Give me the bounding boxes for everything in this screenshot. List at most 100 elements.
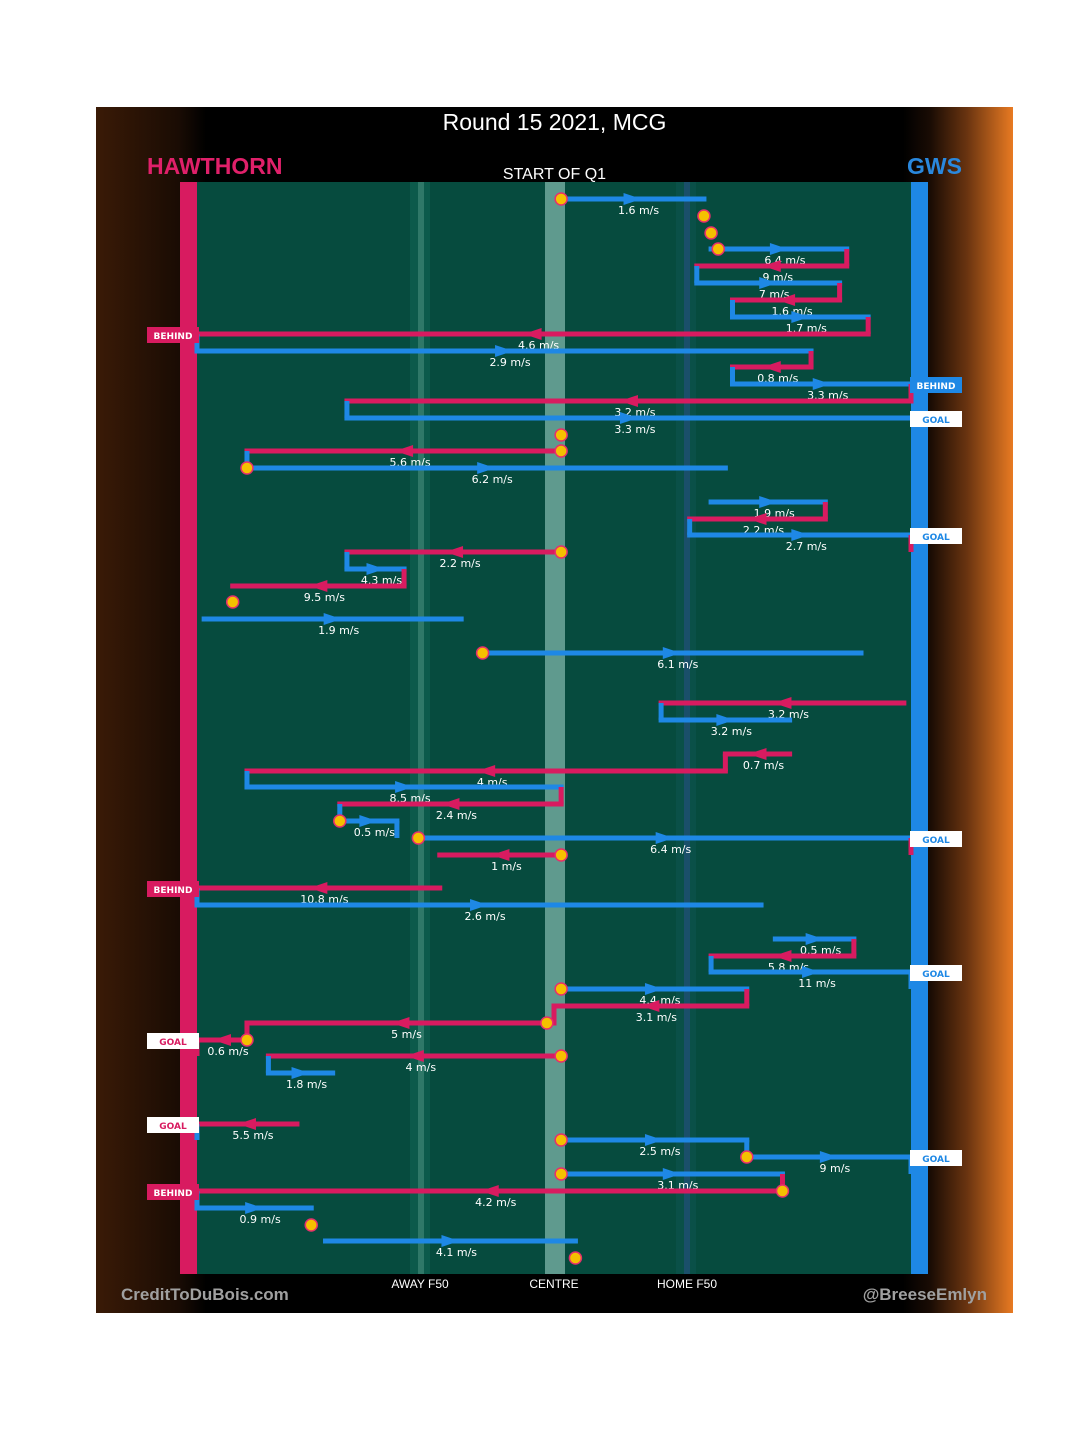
marker-box [147, 1184, 199, 1200]
score-markers: BEHIND GOAL GOAL GOAL GOAL GOAL BEHIND BEHIND GO… [147, 327, 962, 1200]
marker-label: GOAL [922, 836, 950, 846]
marker-box [910, 411, 962, 427]
chain-arrow [748, 513, 767, 525]
stoppage-dot-17 [554, 1133, 568, 1147]
away-f50-label: AWAY F50 [391, 1277, 449, 1291]
chain-arrow [759, 277, 778, 289]
chain-home-19: 9.5 m/s [230, 580, 407, 604]
marker-box [147, 1117, 199, 1133]
chain-away-44: 9 m/s [744, 1151, 914, 1175]
chain-arrow [366, 563, 385, 575]
chain-home-24: 0.7 m/s [722, 748, 793, 772]
chain-arrow [237, 1118, 256, 1130]
marker-label: GOAL [159, 1038, 187, 1048]
chain-arrow [405, 1050, 424, 1062]
chain-home-40: 4 m/s [265, 1050, 564, 1074]
home-team-label: HAWTHORN [147, 153, 283, 179]
credit-left: CreditToDuBois.com [121, 1285, 289, 1304]
speed-label: 4.1 m/s [436, 1246, 477, 1259]
chain-arrow [445, 546, 464, 558]
chain-arrow [523, 328, 542, 340]
stoppage-dot-2 [704, 226, 718, 240]
stoppage-dot-14 [540, 1016, 554, 1030]
chain-arrow [470, 899, 489, 911]
chain-arrow [495, 345, 514, 357]
chain-arrow [812, 378, 831, 390]
chain-away-0: 1.6 m/s [558, 193, 707, 217]
chain-arrow [491, 849, 510, 861]
chain-home-39: 0.6 m/s [194, 1034, 250, 1058]
chain-arrow [441, 798, 460, 810]
stoppage-dot-11 [411, 831, 426, 845]
chain-arrow [662, 1168, 681, 1180]
chain-away-32: 2.6 m/s [194, 899, 764, 923]
chain-home-37: 3.1 m/s [551, 1000, 750, 1024]
chain-home-46: 4.2 m/s [194, 1185, 785, 1209]
speed-label: 2.4 m/s [436, 809, 477, 822]
marker-label: BEHIND [154, 1189, 193, 1199]
chain-away-29: 6.4 m/s [415, 832, 914, 856]
home-f50-label: HOME F50 [656, 1277, 718, 1291]
home-behind-marker-6: BEHIND [147, 327, 199, 343]
speed-label: 2.7 m/s [786, 540, 827, 553]
chain-away-43: 2.5 m/s [558, 1134, 750, 1158]
home-goal-marker-8: GOAL [147, 1033, 199, 1049]
chain-arrow [748, 748, 767, 760]
speed-label: 0.7 m/s [743, 759, 784, 772]
chain-away-23: 3.2 m/s [658, 714, 793, 738]
chain-away-13: 6.2 m/s [244, 462, 728, 486]
chain-arrow [655, 832, 674, 844]
marker-box [910, 528, 962, 544]
speed-label: 9.5 m/s [304, 591, 345, 604]
chain-home-38: 5 m/s [244, 1017, 557, 1041]
chart-title: Round 15 2021, MCG [442, 109, 667, 135]
chain-arrow [480, 1185, 499, 1197]
away-f50-line [418, 182, 424, 1274]
stoppage-dot-12 [554, 848, 568, 862]
chain-arrow [309, 580, 328, 592]
speed-label: 2.9 m/s [489, 356, 530, 369]
marker-box [147, 1033, 199, 1049]
chain-arrow [477, 462, 496, 474]
speed-label: 4 m/s [405, 1061, 436, 1074]
chain-arrow [245, 1202, 264, 1214]
marker-label: BEHIND [917, 382, 956, 392]
chain-arrow [212, 1034, 231, 1046]
away-goal-marker-5: GOAL [910, 1150, 962, 1166]
chain-home-17: 2.2 m/s [344, 546, 564, 570]
chain-away-16: 2.7 m/s [687, 529, 914, 553]
speed-label: 0.6 m/s [207, 1045, 248, 1058]
home-goal-marker-9: GOAL [147, 1117, 199, 1133]
chain-away-47: 0.9 m/s [194, 1202, 314, 1226]
stoppage-dot-20 [775, 1184, 790, 1198]
chain-arrow [641, 1000, 660, 1012]
chain-arrow [773, 950, 792, 962]
marker-label: BEHIND [154, 886, 193, 896]
chain-arrow [662, 647, 681, 659]
speed-label: 2.6 m/s [464, 910, 505, 923]
speed-label: 3.3 m/s [614, 423, 655, 436]
stoppage-dot-3 [711, 242, 725, 256]
stoppage-dots [225, 192, 790, 1265]
stoppage-dot-9 [475, 646, 490, 660]
speed-label: 2.2 m/s [439, 557, 480, 570]
chain-away-11: 3.3 m/s [344, 412, 914, 436]
stoppage-dot-15 [240, 1033, 254, 1047]
speed-label: 4.2 m/s [475, 1196, 516, 1209]
centre-label: CENTRE [529, 1277, 579, 1291]
away-goal-marker-4: GOAL [910, 965, 962, 981]
chain-arrow [619, 395, 638, 407]
chain-arrow [477, 765, 496, 777]
possession-chains: 1.6 m/s6.4 m/s9 m/s7 m/s1.6 m/s1.7 m/s4.… [194, 193, 914, 1259]
chain-arrow [619, 412, 638, 424]
marker-box [147, 881, 199, 897]
away-behind-marker-0: BEHIND [910, 377, 962, 393]
marker-box [910, 831, 962, 847]
stoppage-dot-8 [225, 595, 240, 609]
speed-label: 6.1 m/s [657, 658, 698, 671]
chain-arrow [791, 311, 810, 323]
chain-arrow [395, 781, 414, 793]
speed-label: 5.5 m/s [232, 1129, 273, 1142]
speed-label: 2.5 m/s [639, 1145, 680, 1158]
chain-arrow [762, 260, 781, 272]
